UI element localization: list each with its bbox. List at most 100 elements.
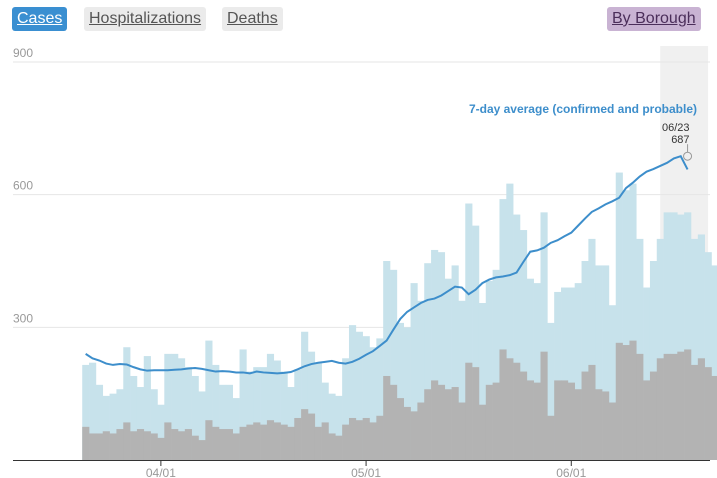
cases-bar [164,353,172,460]
deaths-bar [355,420,363,460]
deaths-bar [123,422,131,460]
deaths-bar [451,387,459,460]
cases-bar [458,300,466,460]
cases-bar [403,327,411,460]
cases-bar [656,238,664,460]
deaths-bar [143,431,151,460]
cases-bar [369,347,377,460]
deaths-bar [677,351,685,460]
cases-bar [328,393,336,460]
cases-bar [184,367,192,460]
annotation-date: 06/23 [662,122,690,134]
deaths-bar [499,349,507,460]
cases-bar [608,305,617,460]
deaths-bar [116,429,124,460]
deaths-bar [390,384,398,460]
cases-bar [581,261,589,460]
annotation-value: 687 [671,134,689,146]
cases-bar [424,263,432,460]
cases-bar [225,384,233,460]
hospitalizations-tab-button[interactable]: Hospitalizations [84,7,207,31]
deaths-bar [383,375,391,460]
cases-bar [143,356,151,460]
deaths-bar [225,429,233,460]
by-borough-button[interactable]: By Borough [607,7,701,31]
deaths-bar [417,402,425,460]
deaths-bar [89,433,97,460]
cases-bar [301,331,309,460]
cases-bar [492,269,500,460]
cases-bar [157,404,165,460]
cases-bar [595,265,603,460]
deaths-bar [602,391,610,460]
cases-bar [472,225,480,460]
cases-tab-button[interactable]: Cases [12,7,68,31]
cases-bar [95,384,104,460]
cases-bar [602,265,610,460]
cases-bar [649,261,658,460]
deaths-bar [157,437,165,460]
average-line [85,154,689,375]
deaths-bar [472,367,480,460]
deaths-tab-button[interactable]: Deaths [222,7,283,31]
deaths-bar [704,367,712,460]
cases-bar [212,364,220,460]
cases-bar [287,387,295,460]
cases-bar [82,364,90,460]
cases-bar [588,238,596,460]
cases-bar [677,214,685,460]
cases-bar [451,265,459,460]
cases-bar [198,391,206,460]
cases-bar [540,212,548,460]
deaths-bar [342,424,350,460]
deaths-bar [294,417,302,460]
cases-bar [102,395,110,460]
cases-bar [321,382,329,460]
deaths-bar [287,426,295,460]
deaths-bar [403,406,411,460]
cases-bar [431,249,439,460]
deaths-bars [82,340,717,460]
cases-bar [273,360,281,460]
deaths-bar [684,349,692,460]
cases-bar [171,353,179,460]
cases-bar [219,384,227,460]
cases-bar [684,212,692,460]
cases-bar [232,398,240,460]
cases-bar [294,369,302,460]
cases-bar [130,375,138,460]
deaths-bar [191,435,199,460]
deaths-bar [260,424,268,460]
deaths-bar [670,353,678,460]
deaths-bar [219,429,227,460]
deaths-bar [697,358,705,460]
deaths-bar [136,429,145,460]
deaths-bar [663,353,671,460]
cases-bar [260,367,268,460]
cases-bar [670,212,678,460]
cases-bar [636,238,644,460]
deaths-bar [109,433,117,460]
deaths-bar [431,380,439,460]
deaths-bar [273,422,281,460]
deaths-bar [362,417,370,460]
deaths-bar [102,431,110,460]
deaths-bar [205,420,213,460]
cases-bar [205,340,213,460]
cases-bar [109,393,117,460]
deaths-bar [82,426,90,460]
y-axis-ticks: 300 600 900 [13,46,33,325]
deaths-bar [458,402,466,460]
deaths-bar [485,384,493,460]
cases-bar [239,349,247,460]
deaths-bar [95,433,104,460]
deaths-bar [519,371,528,460]
deaths-bar [369,422,377,460]
deaths-bar [513,362,521,460]
cases-bar [123,347,131,460]
deaths-bar [574,389,582,460]
deaths-bar [506,358,514,460]
cases-bar [390,269,398,460]
deaths-bar [424,389,432,460]
